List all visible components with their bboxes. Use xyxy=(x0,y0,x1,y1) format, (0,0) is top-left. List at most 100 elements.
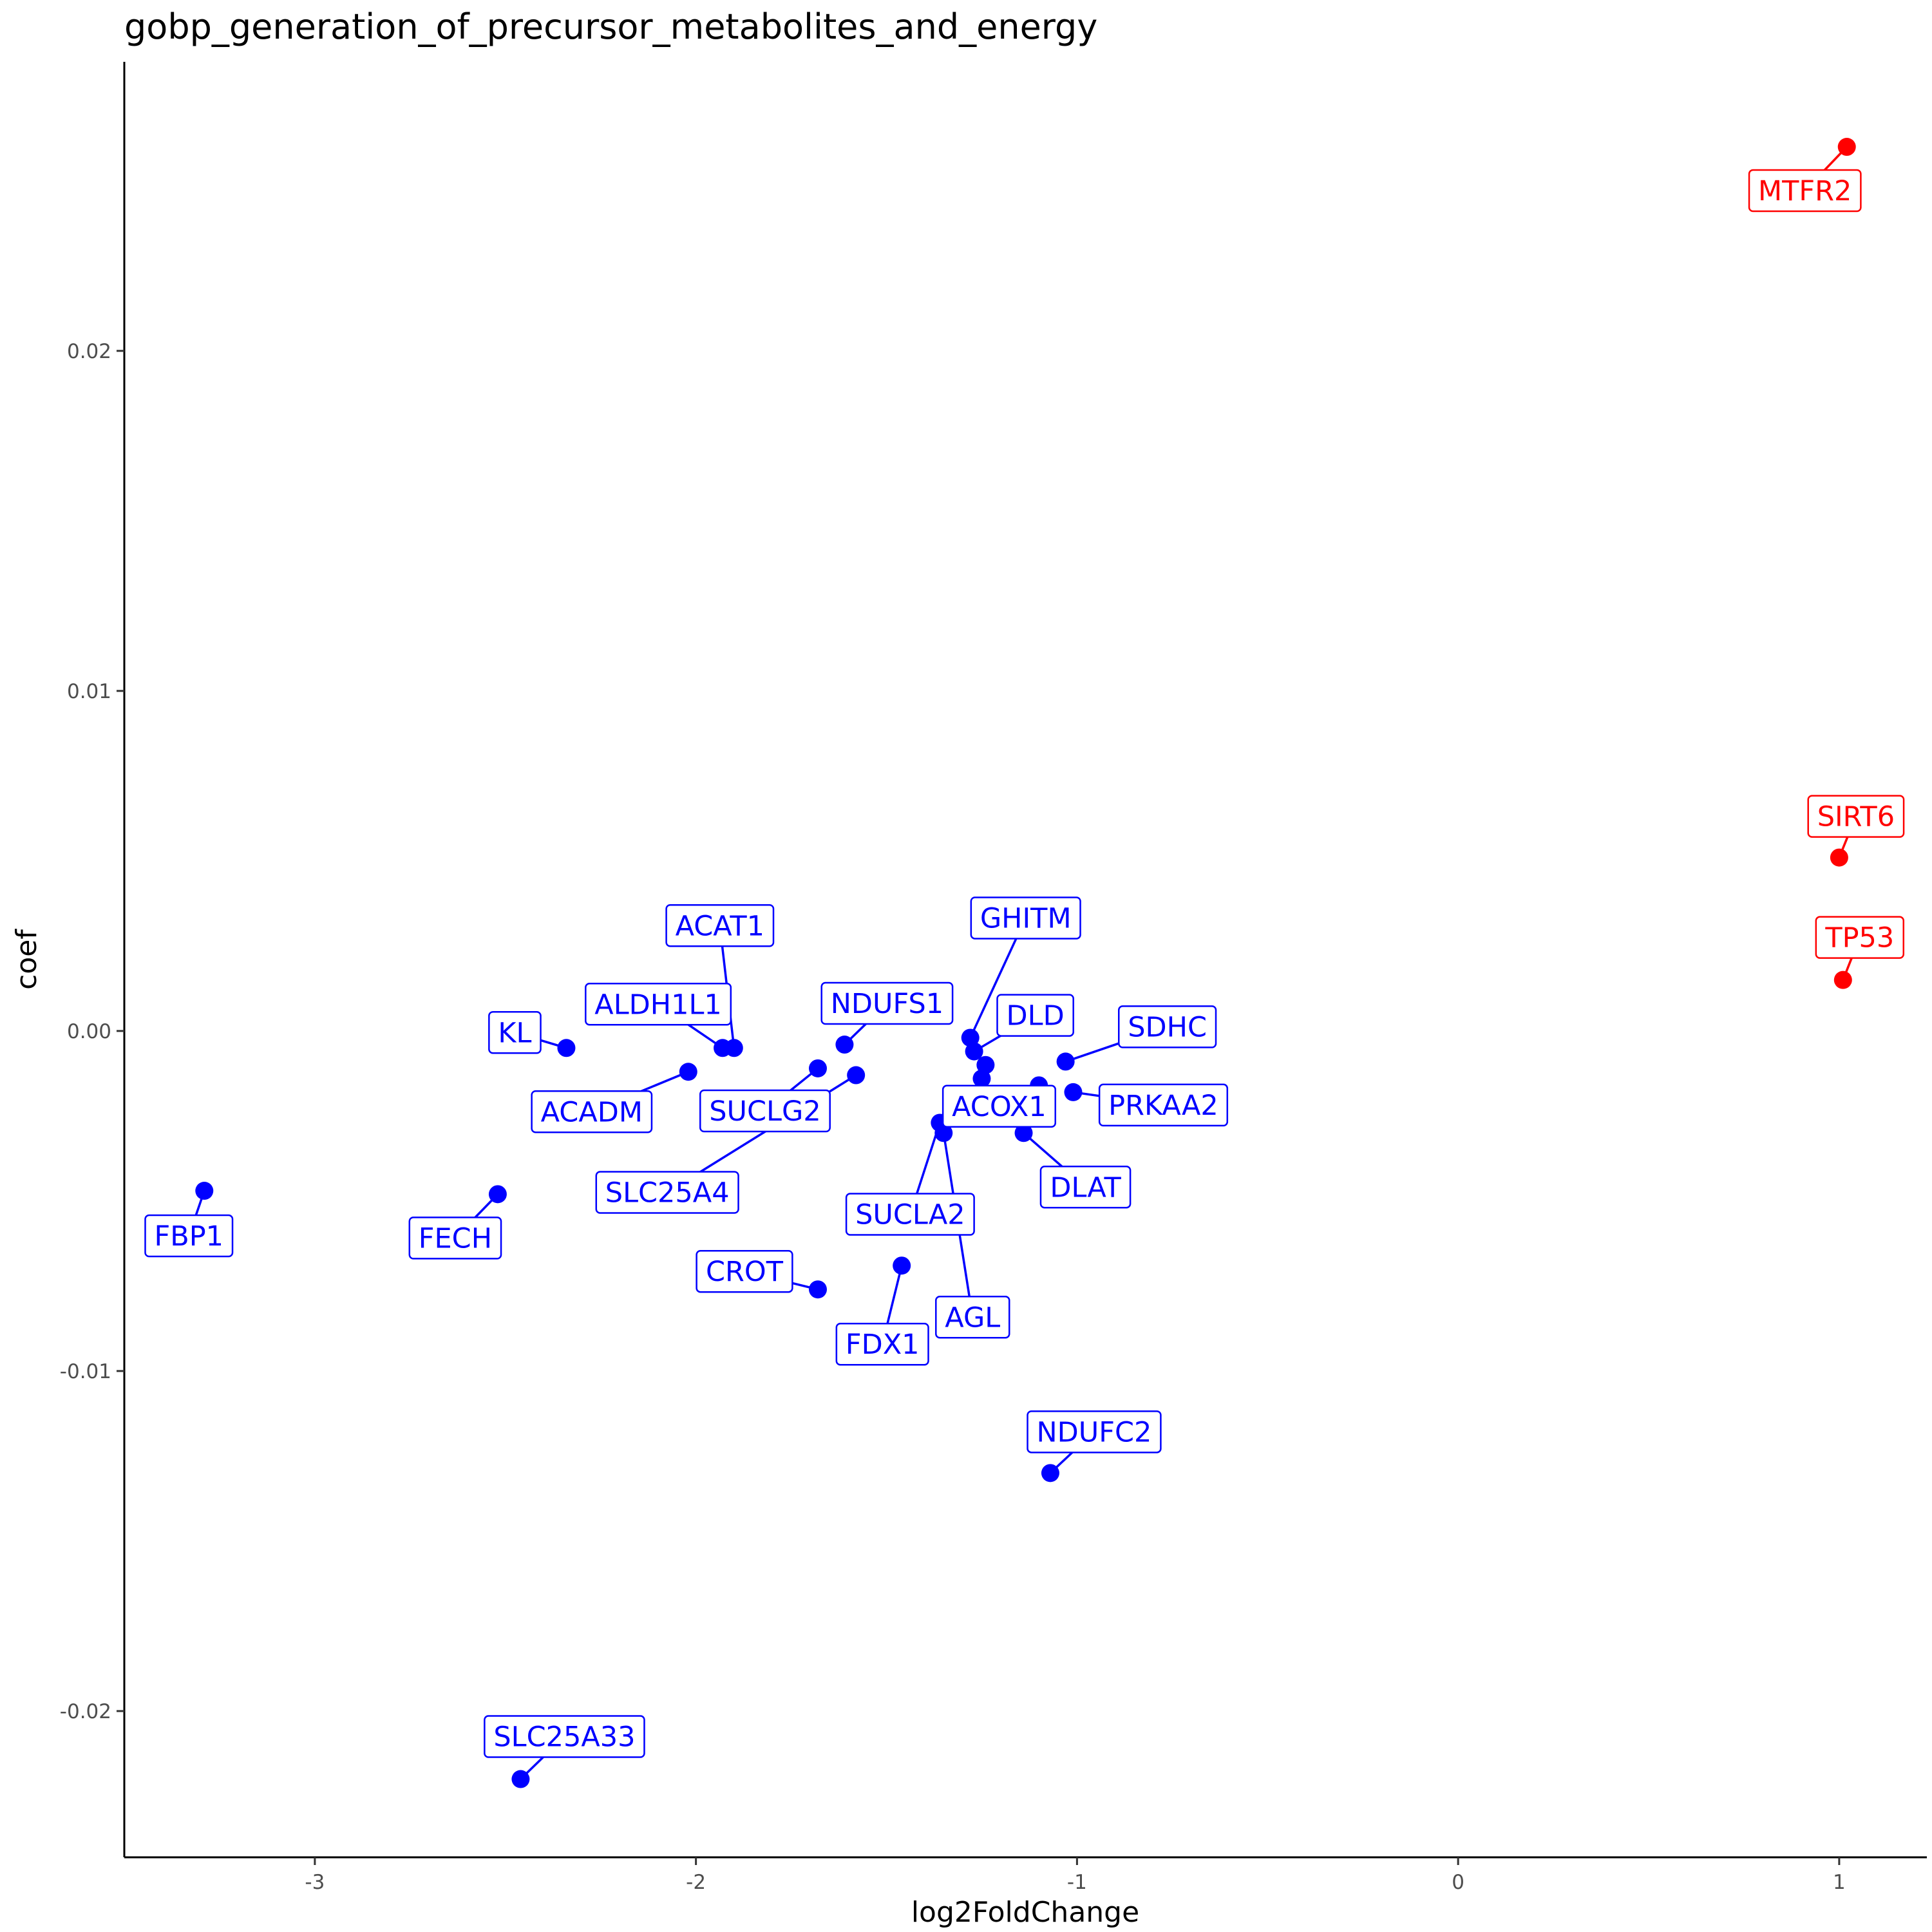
data-point xyxy=(1056,1052,1075,1071)
point-label: DLAT xyxy=(1039,1166,1132,1209)
label-box xyxy=(996,994,1074,1037)
point-label: SLC25A4 xyxy=(595,1171,739,1214)
data-point xyxy=(893,1256,911,1275)
x-axis-title: log2FoldChange xyxy=(911,1896,1139,1929)
label-text: KL xyxy=(498,1017,531,1049)
label-box xyxy=(408,1217,502,1260)
point-label: SIRT6 xyxy=(1807,795,1905,838)
data-point xyxy=(835,1036,854,1054)
label-box xyxy=(484,1715,645,1758)
label-box xyxy=(1118,1005,1217,1048)
label-text: DLD xyxy=(1007,1000,1065,1032)
label-box xyxy=(935,1296,1010,1339)
data-point xyxy=(808,1059,827,1077)
label-box xyxy=(585,983,732,1026)
point-label: ACADM xyxy=(531,1090,653,1133)
label-text: SUCLA2 xyxy=(855,1198,965,1231)
label-text: SLC25A4 xyxy=(605,1177,730,1209)
data-point xyxy=(195,1182,214,1200)
label-text: MTFR2 xyxy=(1758,175,1852,207)
point-label: SUCLG2 xyxy=(699,1089,831,1133)
point-label: SDHC xyxy=(1118,1005,1217,1048)
point-labels: MTFR2 SIRT6 TP53 FBP1 FECH KL ACADM ALDH1L1 ACAT… xyxy=(144,169,1905,1758)
data-point xyxy=(1041,1464,1059,1482)
label-text: GHITM xyxy=(980,902,1072,934)
label-text: SIRT6 xyxy=(1817,801,1895,833)
label-box xyxy=(1098,1083,1229,1127)
data-point xyxy=(557,1039,576,1057)
label-text: ALDH1L1 xyxy=(594,989,722,1021)
y-axis-ticks: -0.02 -0.01 0.00 0.01 0.02 xyxy=(60,340,124,1723)
data-point xyxy=(1064,1083,1083,1101)
point-label: FBP1 xyxy=(144,1214,234,1258)
label-text: SUCLG2 xyxy=(709,1095,820,1128)
data-point xyxy=(808,1280,827,1299)
x-tick-label: 0 xyxy=(1452,1871,1464,1894)
x-tick-label: -3 xyxy=(305,1871,325,1894)
label-text: NDUFC2 xyxy=(1037,1416,1152,1448)
point-label: TP53 xyxy=(1815,916,1905,959)
data-point xyxy=(1830,848,1848,867)
point-label: SUCLA2 xyxy=(845,1193,975,1236)
label-box xyxy=(531,1090,653,1133)
x-tick-label: 1 xyxy=(1833,1871,1846,1894)
x-tick-label: -1 xyxy=(1067,1871,1087,1894)
point-label: CROT xyxy=(696,1249,793,1293)
y-tick-label: 0.01 xyxy=(67,680,111,703)
label-text: CROT xyxy=(706,1256,784,1288)
label-text: TP53 xyxy=(1824,922,1894,954)
y-tick-label: -0.02 xyxy=(60,1700,111,1723)
label-text: ACOX1 xyxy=(952,1091,1046,1123)
point-label: NDUFS1 xyxy=(820,981,954,1025)
point-label: ACOX1 xyxy=(942,1084,1057,1128)
label-box xyxy=(595,1171,739,1214)
x-axis-ticks: -3 -2 -1 0 1 xyxy=(305,1857,1846,1894)
label-box xyxy=(699,1089,831,1133)
label-connectors xyxy=(187,146,1861,1780)
point-label: NDUFC2 xyxy=(1027,1410,1162,1454)
label-box xyxy=(835,1322,929,1366)
label-box xyxy=(665,904,775,947)
label-box xyxy=(1039,1166,1132,1209)
label-text: FDX1 xyxy=(846,1329,920,1361)
point-label: GHITM xyxy=(970,896,1081,940)
label-text: PRKAA2 xyxy=(1108,1090,1218,1122)
data-point xyxy=(976,1056,995,1074)
data-point xyxy=(511,1770,530,1788)
data-point xyxy=(961,1028,980,1047)
point-label: SLC25A33 xyxy=(484,1715,645,1758)
label-box xyxy=(1807,795,1905,838)
label-box xyxy=(942,1084,1057,1128)
label-box xyxy=(970,896,1081,940)
label-box xyxy=(144,1214,234,1258)
data-point xyxy=(1833,971,1852,989)
data-point xyxy=(965,1042,983,1061)
point-label: FECH xyxy=(408,1217,502,1260)
data-point xyxy=(972,1069,991,1088)
point-label: ALDH1L1 xyxy=(585,983,732,1026)
label-text: FECH xyxy=(419,1222,492,1255)
data-point xyxy=(1837,138,1856,156)
y-tick-label: 0.00 xyxy=(67,1020,111,1043)
point-label: KL xyxy=(488,1011,542,1054)
label-box xyxy=(845,1193,975,1236)
label-text: FBP1 xyxy=(155,1220,224,1253)
data-point xyxy=(679,1063,697,1081)
label-text: AGL xyxy=(945,1302,1000,1334)
label-text: SLC25A33 xyxy=(493,1721,635,1754)
chart-title: gobp_generation_of_precursor_metabolites… xyxy=(124,6,1097,47)
label-box xyxy=(488,1011,542,1054)
point-label: PRKAA2 xyxy=(1098,1083,1229,1127)
label-box xyxy=(1815,916,1905,959)
point-label: AGL xyxy=(935,1296,1010,1339)
label-box xyxy=(1027,1410,1162,1454)
point-label: FDX1 xyxy=(835,1322,929,1366)
label-box xyxy=(696,1249,793,1293)
point-label: MTFR2 xyxy=(1748,169,1862,213)
label-text: NDUFS1 xyxy=(831,988,943,1020)
label-text: SDHC xyxy=(1128,1011,1207,1043)
label-text: ACAT1 xyxy=(676,910,764,942)
point-label: DLD xyxy=(996,994,1074,1037)
y-tick-label: -0.01 xyxy=(60,1360,111,1383)
